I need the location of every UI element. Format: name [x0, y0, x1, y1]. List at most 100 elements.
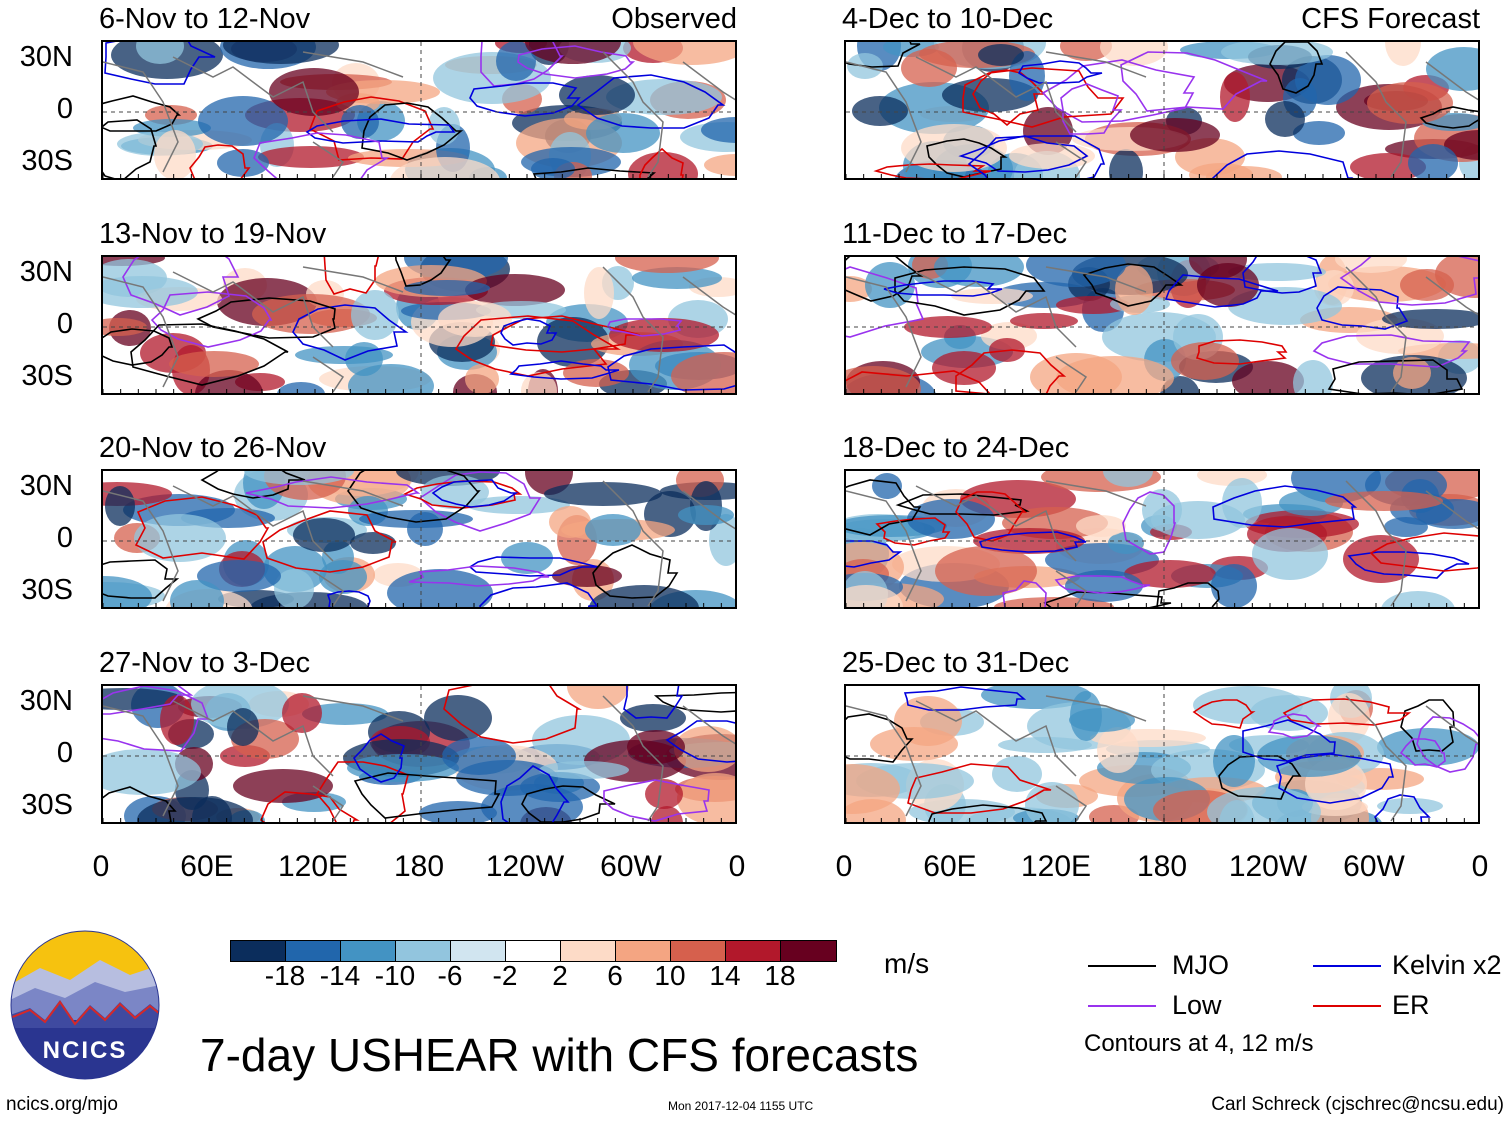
longitude-label: 180 [1136, 850, 1188, 883]
shear-anomaly-patch [901, 124, 1007, 172]
wave-contour [1212, 150, 1354, 178]
shear-anomaly-patch [1189, 257, 1247, 279]
shear-map [844, 684, 1480, 824]
shear-anomaly-patch [628, 152, 698, 178]
wave-contour [1164, 274, 1279, 308]
shear-anomaly-patch [282, 693, 322, 733]
longitude-label: 120W [1228, 850, 1308, 883]
shear-map [844, 255, 1480, 395]
wave-contour [576, 74, 726, 129]
latitude-label: 0 [56, 522, 73, 554]
shear-anomaly-patch [865, 262, 915, 308]
map-panel: 20-Nov to 26-Nov [99, 432, 737, 609]
legend-er-label: ER [1392, 990, 1430, 1020]
shear-anomaly-patch [1328, 693, 1370, 743]
wave-contour [245, 476, 421, 509]
shear-anomaly-patch [1343, 535, 1419, 583]
wave-contour [846, 370, 991, 393]
wave-contour [1269, 42, 1324, 94]
wave-contour [150, 291, 273, 348]
shear-anomaly-patch [701, 117, 735, 143]
shear-anomaly-patch [233, 769, 333, 803]
shear-anomaly-patch [1381, 591, 1455, 607]
colorbar-tick-label: -18 [264, 960, 306, 991]
coastline [103, 480, 735, 607]
shear-anomaly-patch [170, 580, 224, 607]
shear-map [101, 469, 737, 609]
latitude-label: 30S [21, 574, 73, 606]
longitude-label: 0 [728, 850, 746, 883]
shear-anomaly-patch [1193, 686, 1303, 724]
shear-anomaly-patch [1279, 490, 1343, 516]
shear-anomaly-patch [191, 686, 289, 729]
shear-anomaly-patch [709, 514, 735, 566]
panel-title: 25-Dec to 31-Dec [842, 647, 1070, 679]
shear-anomaly-patch [169, 351, 259, 377]
shear-anomaly-patch [1265, 101, 1305, 137]
colorbar-cell [671, 941, 726, 961]
contour-note: Contours at 4, 12 m/s [1084, 1030, 1314, 1057]
shear-anomaly-patch [103, 576, 152, 607]
wave-contour [103, 786, 177, 822]
shear-anomaly-patch [1367, 82, 1453, 124]
shear-anomaly-patch [428, 107, 460, 145]
wave-contour [361, 102, 464, 161]
shear-map [101, 684, 737, 824]
footer-url[interactable]: ncics.org/mjo [6, 1094, 118, 1115]
wave-contour [103, 686, 210, 752]
figure-title: 7-day USHEAR with CFS forecasts [200, 1029, 919, 1081]
wave-contour [603, 779, 710, 822]
latitude-label: 0 [56, 93, 73, 125]
wave-contour [1327, 359, 1464, 393]
legend-low-line [1088, 1005, 1156, 1007]
shear-anomaly-patch [197, 560, 281, 592]
shear-anomaly-patch [227, 708, 259, 746]
wave-contour [607, 344, 735, 391]
colorbar [230, 940, 837, 962]
colorbar-cell [781, 941, 836, 961]
wave-contour [134, 496, 270, 560]
shear-anomaly-patch [359, 510, 473, 528]
shear-anomaly-patch [1325, 491, 1443, 511]
shear-anomaly-patch [567, 686, 629, 709]
panel-title: 6-Nov to 12-Nov [99, 3, 311, 35]
wave-contour [189, 144, 251, 178]
wave-contour [353, 733, 405, 783]
shear-anomaly-patch [302, 703, 388, 725]
shear-anomaly-patch [105, 486, 135, 526]
latitude-label: 0 [56, 737, 73, 769]
wave-contour [103, 559, 180, 599]
colorbar-cell [396, 941, 451, 961]
colorbar-tick-label: -6 [437, 960, 463, 991]
legend-mjo-label: MJO [1172, 950, 1229, 980]
wave-contour [103, 686, 194, 715]
wave-contour [903, 686, 1027, 711]
shear-anomaly-patch [1220, 72, 1250, 122]
shear-anomaly-patch [620, 704, 686, 732]
wave-contour [480, 42, 564, 87]
shear-anomaly-patch [1385, 42, 1421, 66]
coastline [846, 695, 1478, 822]
wave-contour [846, 257, 924, 302]
shear-anomaly-patch [1221, 42, 1333, 65]
shear-map [101, 255, 737, 395]
longitude-label: 120E [1020, 850, 1092, 883]
wave-contour [846, 479, 922, 536]
colorbar-cell [231, 941, 286, 961]
wave-contour [305, 118, 456, 144]
wave-contour [104, 42, 216, 85]
coastline [103, 51, 735, 178]
wave-contour [443, 686, 582, 744]
colorbar-cell [286, 941, 341, 961]
shear-anomaly-patch [1108, 532, 1144, 554]
colorbar-tick-label: 14 [709, 960, 741, 991]
colorbar-cell [616, 941, 671, 961]
longitude-label: 120W [485, 850, 565, 883]
shear-anomaly-patch [1056, 296, 1130, 314]
longitude-label: 60W [600, 850, 662, 883]
map-panel: 6-Nov to 12-Nov Observed [99, 3, 737, 180]
wave-contour [500, 765, 570, 822]
shear-anomaly-patch [387, 569, 493, 607]
wave-contour [103, 119, 158, 178]
wave-contour [431, 479, 519, 508]
